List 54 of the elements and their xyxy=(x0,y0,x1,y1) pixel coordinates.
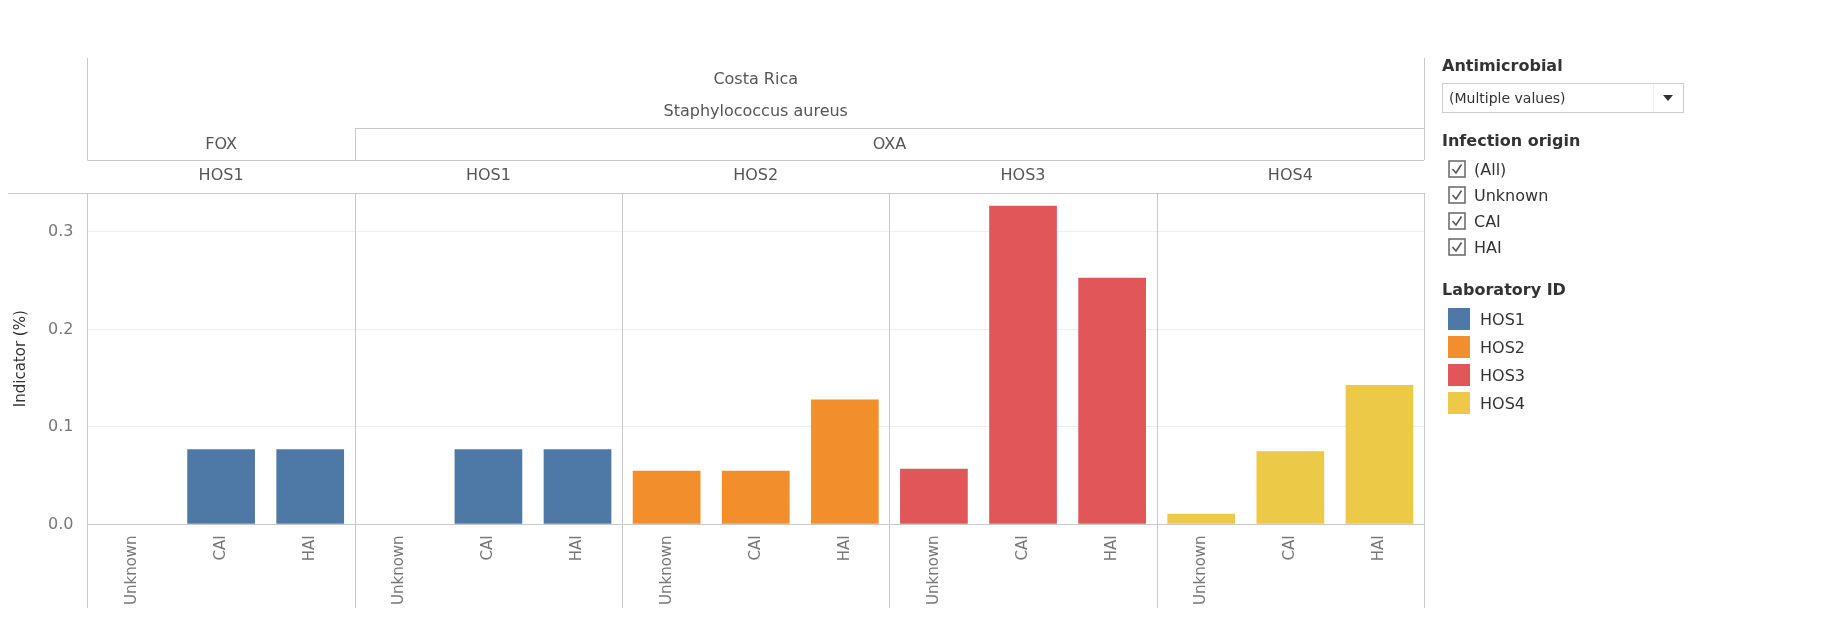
text: Staphylococcus aureus xyxy=(663,101,848,121)
x-tick-label: CAI xyxy=(1012,535,1031,561)
x-tick-label: CAI xyxy=(210,535,229,561)
x-tick-label: Unknown xyxy=(923,535,942,606)
text: OXA xyxy=(872,134,907,154)
legend-label: HOS4 xyxy=(1480,393,1525,413)
y-tick-label: 0.3 xyxy=(47,221,74,241)
bar xyxy=(454,449,523,524)
x-tick-label: CAI xyxy=(478,535,497,561)
text: HOS3 xyxy=(1000,165,1046,185)
bar xyxy=(810,399,879,524)
text: HOS4 xyxy=(1267,165,1313,185)
x-tick-label: HAI xyxy=(567,535,586,562)
y-tick-label: 0.1 xyxy=(47,416,74,436)
x-tick-label: Unknown xyxy=(1191,535,1210,606)
x-tick-label: Unknown xyxy=(121,535,140,606)
bar xyxy=(1345,385,1414,524)
bar xyxy=(1256,451,1325,524)
x-tick-label: HAI xyxy=(1102,535,1121,562)
text: Infection origin xyxy=(1442,131,1582,150)
text: (Multiple values) xyxy=(1449,90,1566,106)
text: HOS1 xyxy=(465,165,511,185)
bar xyxy=(1167,513,1236,524)
bar xyxy=(543,449,612,524)
y-axis-title: Indicator (%) xyxy=(10,310,29,408)
text: CAI xyxy=(1474,211,1501,231)
bar xyxy=(632,470,701,524)
text: Costa Rica xyxy=(713,69,799,89)
x-tick-label: Unknown xyxy=(389,535,408,606)
x-tick-label: CAI xyxy=(1280,535,1299,561)
legend-label: HOS2 xyxy=(1480,337,1525,357)
legend-title: Laboratory ID xyxy=(1442,280,1567,299)
bar xyxy=(187,449,255,524)
legend-label: HOS3 xyxy=(1480,365,1525,385)
bar xyxy=(1078,277,1146,524)
bar xyxy=(721,470,790,524)
text: HOS2 xyxy=(733,165,779,185)
text: HOS1 xyxy=(198,165,244,185)
legend-label: HOS1 xyxy=(1480,309,1525,329)
y-tick-label: 0.2 xyxy=(47,318,74,338)
x-tick-label: HAI xyxy=(1369,535,1388,562)
y-tick-label: 0.0 xyxy=(47,513,74,533)
text: HAI xyxy=(1474,237,1502,257)
text: (All) xyxy=(1474,159,1507,179)
text: Antimicrobial xyxy=(1442,56,1564,75)
bar xyxy=(900,468,968,524)
x-tick-label: Unknown xyxy=(656,535,675,606)
bar xyxy=(276,449,345,524)
x-tick-label: CAI xyxy=(745,535,764,561)
x-tick-label: HAI xyxy=(834,535,853,562)
bar xyxy=(989,205,1057,524)
text: Unknown xyxy=(1474,185,1549,205)
x-tick-label: HAI xyxy=(300,535,319,562)
text: FOX xyxy=(205,134,238,154)
